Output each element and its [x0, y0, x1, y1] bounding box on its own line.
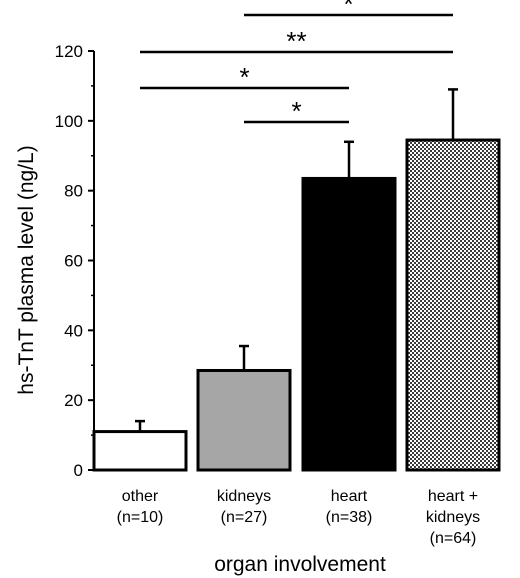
x-category-label: heart: [331, 488, 368, 505]
significance-layer: *****: [140, 0, 453, 126]
significance-star: *: [291, 96, 301, 126]
x-category-label: (n=64): [430, 530, 477, 547]
significance-star: *: [343, 0, 353, 19]
bar: [92, 430, 188, 472]
y-axis-label: hs-TnT plasma level (ng/L): [15, 145, 38, 394]
y-tick-label: 80: [64, 182, 83, 201]
x-category-label: (n=38): [326, 509, 373, 526]
x-category-label: (n=27): [221, 509, 268, 526]
x-category-label: kidneys: [426, 509, 480, 526]
x-axis-label: organ involvement: [214, 553, 386, 576]
y-tick-label: 60: [64, 252, 83, 271]
bar: [196, 368, 292, 472]
significance-star: *: [239, 62, 249, 92]
y-tick-label: 120: [55, 42, 83, 61]
x-category-label: heart +: [428, 488, 478, 505]
bar: [405, 138, 501, 472]
y-tick-label: 0: [74, 461, 83, 480]
y-axis: 0 20 40 60 80 100 120: [55, 42, 95, 480]
y-tick-label: 100: [55, 112, 83, 131]
bars-layer: [92, 88, 501, 472]
x-category-label: (n=10): [117, 509, 164, 526]
y-tick-label: 20: [64, 391, 83, 410]
significance-star: **: [286, 26, 306, 56]
y-tick-label: 40: [64, 321, 83, 340]
x-category-label: kidneys: [217, 488, 271, 505]
x-categories: other (n=10) kidneys (n=27) heart (n=38) heart…: [117, 488, 480, 547]
x-category-label: other: [122, 488, 159, 505]
bar: [301, 176, 397, 472]
